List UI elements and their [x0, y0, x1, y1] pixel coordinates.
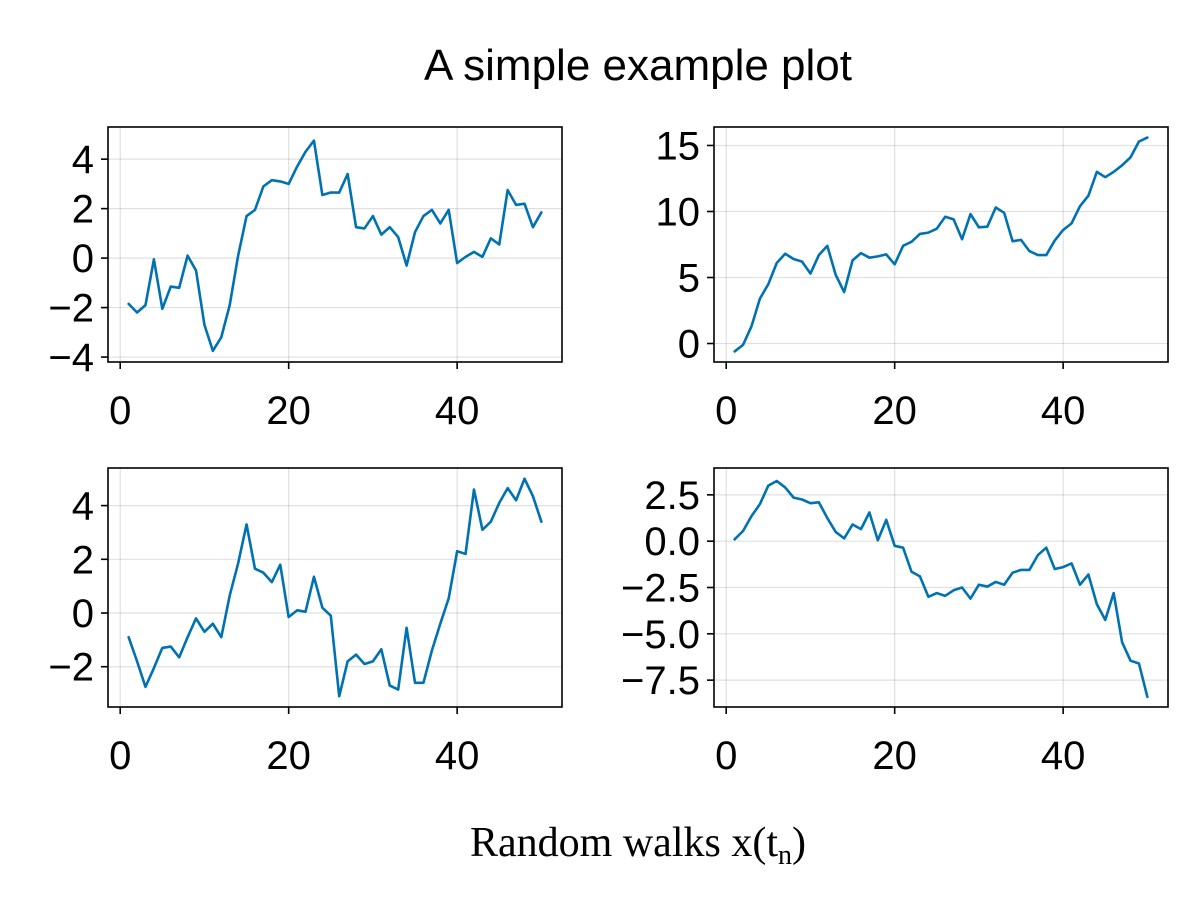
x-tick-label: 40: [435, 734, 480, 778]
y-tick-label: 4: [72, 485, 94, 529]
y-tick-label: 15: [656, 124, 701, 168]
subplot-bottom-left: 0 20 40 −2 0 2 4: [48, 467, 563, 778]
x-tick-label: 20: [266, 734, 311, 778]
x-tick-label: 20: [266, 389, 311, 433]
x-tick-label: 40: [1041, 389, 1086, 433]
y-tick-label: 0.0: [644, 520, 700, 564]
subplot-top-right: 0 20 40 0 5 10 15: [656, 124, 1169, 433]
y-tick-label: 0: [72, 592, 94, 636]
y-tick-label: −4: [48, 336, 94, 380]
y-tick-label: 4: [72, 138, 94, 182]
x-tick-label: 40: [435, 389, 480, 433]
y-tick-label: 0: [678, 323, 700, 367]
subplot-top-left: 0 20 40 −4 −2 0 2 4: [48, 126, 563, 433]
axes-frame: [713, 126, 1169, 363]
axes-frame: [107, 467, 563, 708]
subplot-bottom-right: 0 20 40 2.50.0−2.5−5.0−7.5: [621, 467, 1169, 778]
x-tick-label: 0: [109, 389, 131, 433]
y-tick-label: −5.0: [621, 613, 700, 657]
y-tick-label: −2.5: [621, 567, 700, 611]
series-line: [127, 477, 543, 698]
series-line: [733, 479, 1149, 699]
x-axis-label-subscript: n: [778, 840, 792, 871]
y-tick-label: 2: [72, 188, 94, 232]
y-tick-label: 10: [656, 190, 701, 234]
series-line: [127, 139, 543, 353]
x-tick-label: 0: [715, 734, 737, 778]
y-tick-label: −7.5: [621, 659, 700, 703]
x-axis-label: Random walks x(tn): [470, 820, 806, 871]
x-tick-label: 40: [1041, 734, 1086, 778]
y-tick-label: −2: [48, 646, 94, 690]
x-tick-label: 0: [715, 389, 737, 433]
y-tick-label: 2.5: [644, 474, 700, 518]
y-tick-label: 0: [72, 237, 94, 281]
y-tick-label: 2: [72, 538, 94, 582]
x-axis-label-main: Random walks x(t: [470, 820, 778, 866]
x-tick-label: 20: [872, 389, 917, 433]
figure-title: A simple example plot: [424, 41, 852, 90]
axes-frame: [107, 126, 563, 363]
y-tick-label: −2: [48, 287, 94, 331]
x-tick-label: 0: [109, 734, 131, 778]
series-line: [733, 136, 1149, 353]
y-tick-label: 5: [678, 257, 700, 301]
x-axis-label-close: ): [792, 820, 806, 866]
x-tick-label: 20: [872, 734, 917, 778]
